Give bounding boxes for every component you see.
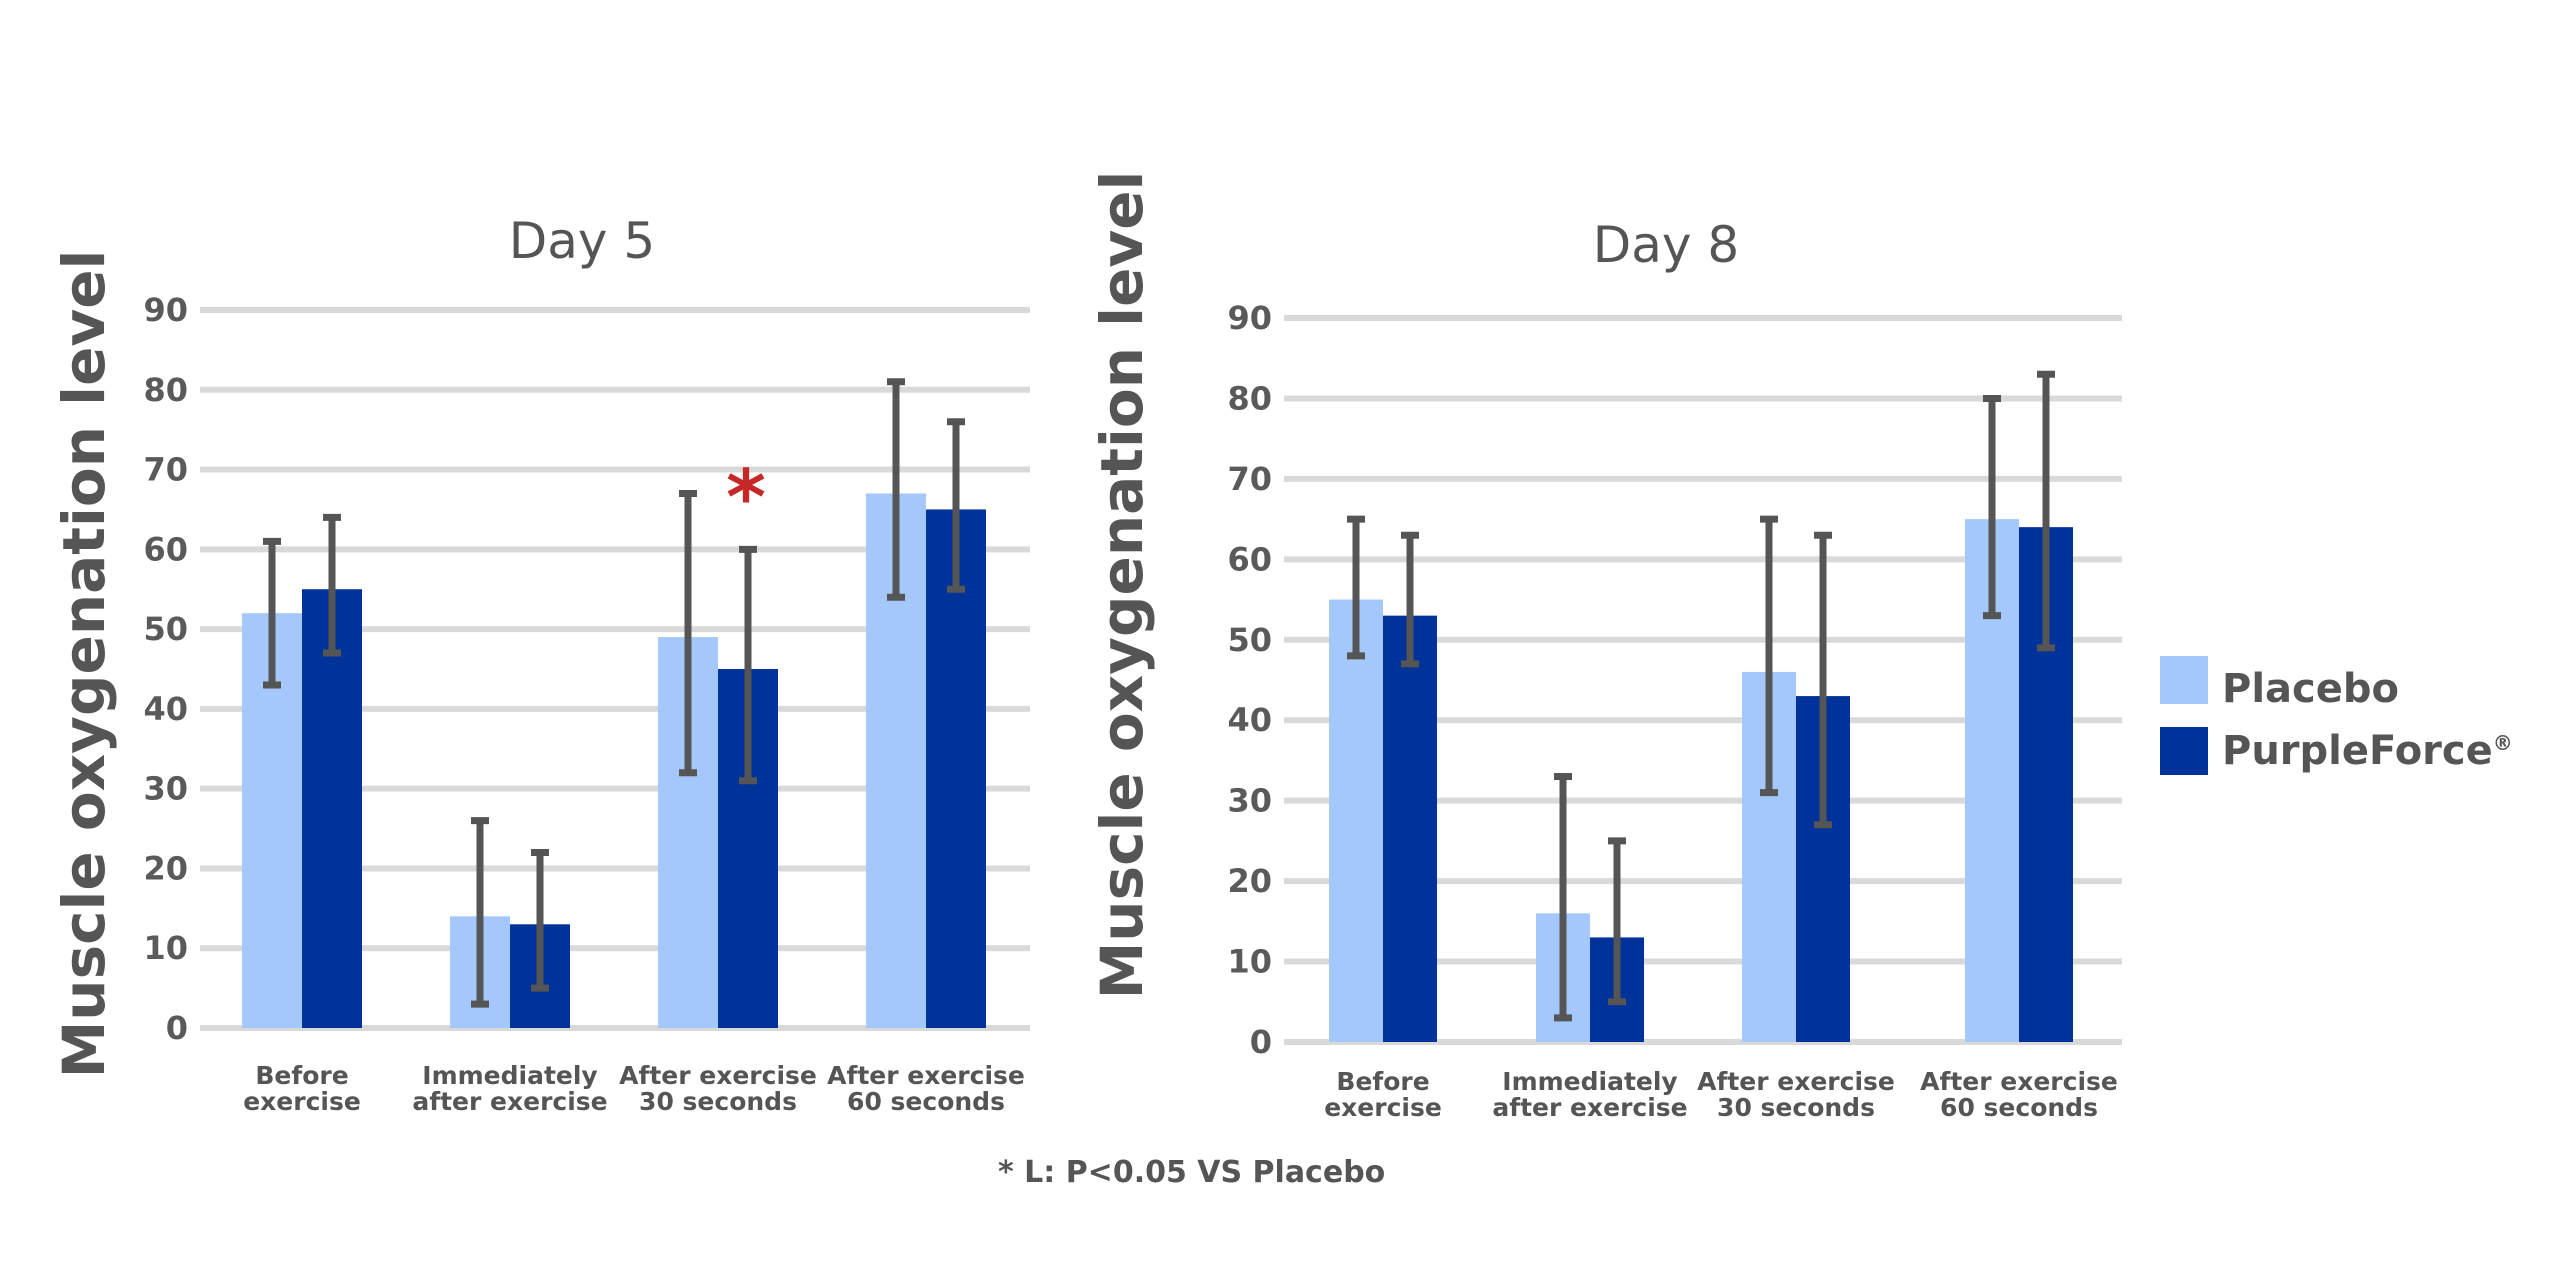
error-bar-day5-placebo-1 bbox=[471, 817, 489, 1008]
y-tick-label-day8-10: 10 bbox=[1227, 943, 1272, 981]
y-ticks-day5: 0 10 20 30 40 50 60 70 80 90 bbox=[143, 291, 188, 1047]
x-tick-label-day5-1: Immediately after exercise bbox=[412, 1061, 607, 1116]
x-tick-label-day8-0: Before exercise bbox=[1324, 1067, 1442, 1122]
y-tick-label-day5-60: 60 bbox=[143, 530, 188, 568]
error-bar-day8-placebo-0 bbox=[1347, 515, 1365, 660]
chart-panel-day8: Day 8 Muscle oxygenation level 0 10 20 30 40… bbox=[1088, 171, 2122, 1122]
legend-label-purpleforce: PurpleForce® bbox=[2222, 728, 2513, 774]
y-tick-label-day5-20: 20 bbox=[143, 849, 188, 887]
error-bar-day5-purpleforce-0 bbox=[323, 513, 341, 657]
y-tick-label-day8-40: 40 bbox=[1227, 701, 1272, 739]
y-axis-label-day5: Muscle oxygenation level bbox=[50, 250, 118, 1079]
y-tick-label-day5-50: 50 bbox=[143, 610, 188, 648]
x-tick-label-day8-1: Immediately after exercise bbox=[1492, 1067, 1687, 1122]
error-bar-day8-placebo-1 bbox=[1554, 773, 1572, 1022]
error-bar-day8-purpleforce-2 bbox=[1814, 531, 1832, 829]
y-tick-label-day8-0: 0 bbox=[1250, 1023, 1272, 1061]
y-tick-label-day5-40: 40 bbox=[143, 690, 188, 728]
y-tick-label-day8-80: 80 bbox=[1227, 379, 1272, 417]
error-bar-day8-placebo-3 bbox=[1983, 394, 2001, 620]
chart-title-day5: Day 5 bbox=[509, 212, 655, 270]
y-tick-label-day8-50: 50 bbox=[1227, 621, 1272, 659]
legend-swatch-purpleforce bbox=[2160, 727, 2208, 775]
error-bar-day5-placebo-3 bbox=[887, 378, 905, 601]
y-tick-label-day8-30: 30 bbox=[1227, 782, 1272, 820]
bar-day5-purpleforce-3 bbox=[926, 509, 986, 1028]
y-tick-label-day8-90: 90 bbox=[1227, 299, 1272, 337]
error-bar-day5-placebo-0 bbox=[263, 537, 281, 689]
error-bar-day8-purpleforce-0 bbox=[1401, 531, 1419, 668]
registered-mark: ® bbox=[2493, 731, 2513, 755]
error-bars-day5 bbox=[263, 378, 965, 1008]
y-tick-label-day8-60: 60 bbox=[1227, 540, 1272, 578]
y-axis-label-day8: Muscle oxygenation level bbox=[1088, 171, 1156, 1000]
y-tick-label-day5-10: 10 bbox=[143, 929, 188, 967]
error-bar-day5-purpleforce-2 bbox=[739, 545, 757, 785]
error-bar-day5-purpleforce-1 bbox=[531, 848, 549, 992]
annotations-day5: * bbox=[726, 453, 766, 542]
x-tick-label-day5-3: After exercise 60 seconds bbox=[827, 1061, 1025, 1116]
y-tick-label-day5-30: 30 bbox=[143, 770, 188, 808]
y-tick-label-day5-70: 70 bbox=[143, 451, 188, 489]
y-tick-label-day5-0: 0 bbox=[166, 1009, 188, 1047]
y-ticks-day8: 0 10 20 30 40 50 60 70 80 90 bbox=[1227, 299, 1272, 1061]
bar-day8-purpleforce-0 bbox=[1383, 615, 1437, 1042]
y-tick-label-day5-80: 80 bbox=[143, 371, 188, 409]
y-tick-label-day5-90: 90 bbox=[143, 291, 188, 329]
error-bar-day8-purpleforce-1 bbox=[1608, 837, 1626, 1006]
x-tick-label-day5-2: After exercise 30 seconds bbox=[619, 1061, 817, 1116]
chart-title-day8: Day 8 bbox=[1593, 216, 1739, 274]
significance-marker-day5-0: * bbox=[726, 453, 766, 542]
error-bar-day8-placebo-2 bbox=[1760, 515, 1778, 797]
x-tick-label-day5-0: Before exercise bbox=[243, 1061, 361, 1116]
chart-panel-day5: Day 5 Muscle oxygenation level 0 10 20 30 40… bbox=[50, 212, 1030, 1116]
error-bar-day5-placebo-2 bbox=[679, 489, 697, 777]
y-tick-label-day8-70: 70 bbox=[1227, 460, 1272, 498]
error-bar-day8-purpleforce-3 bbox=[2037, 370, 2055, 652]
bar-day8-placebo-0 bbox=[1329, 599, 1383, 1042]
legend: Placebo PurpleForce® bbox=[2160, 656, 2513, 775]
error-bar-day5-purpleforce-3 bbox=[947, 418, 965, 593]
x-tick-label-day8-3: After exercise 60 seconds bbox=[1920, 1067, 2118, 1122]
bar-day5-purpleforce-0 bbox=[302, 589, 362, 1028]
error-bars-day8 bbox=[1347, 370, 2055, 1022]
legend-label-placebo: Placebo bbox=[2222, 666, 2399, 712]
legend-swatch-placebo bbox=[2160, 656, 2208, 704]
footnote: * L: P<0.05 VS Placebo bbox=[998, 1155, 1385, 1190]
y-tick-label-day8-20: 20 bbox=[1227, 862, 1272, 900]
x-tick-label-day8-2: After exercise 30 seconds bbox=[1697, 1067, 1895, 1122]
